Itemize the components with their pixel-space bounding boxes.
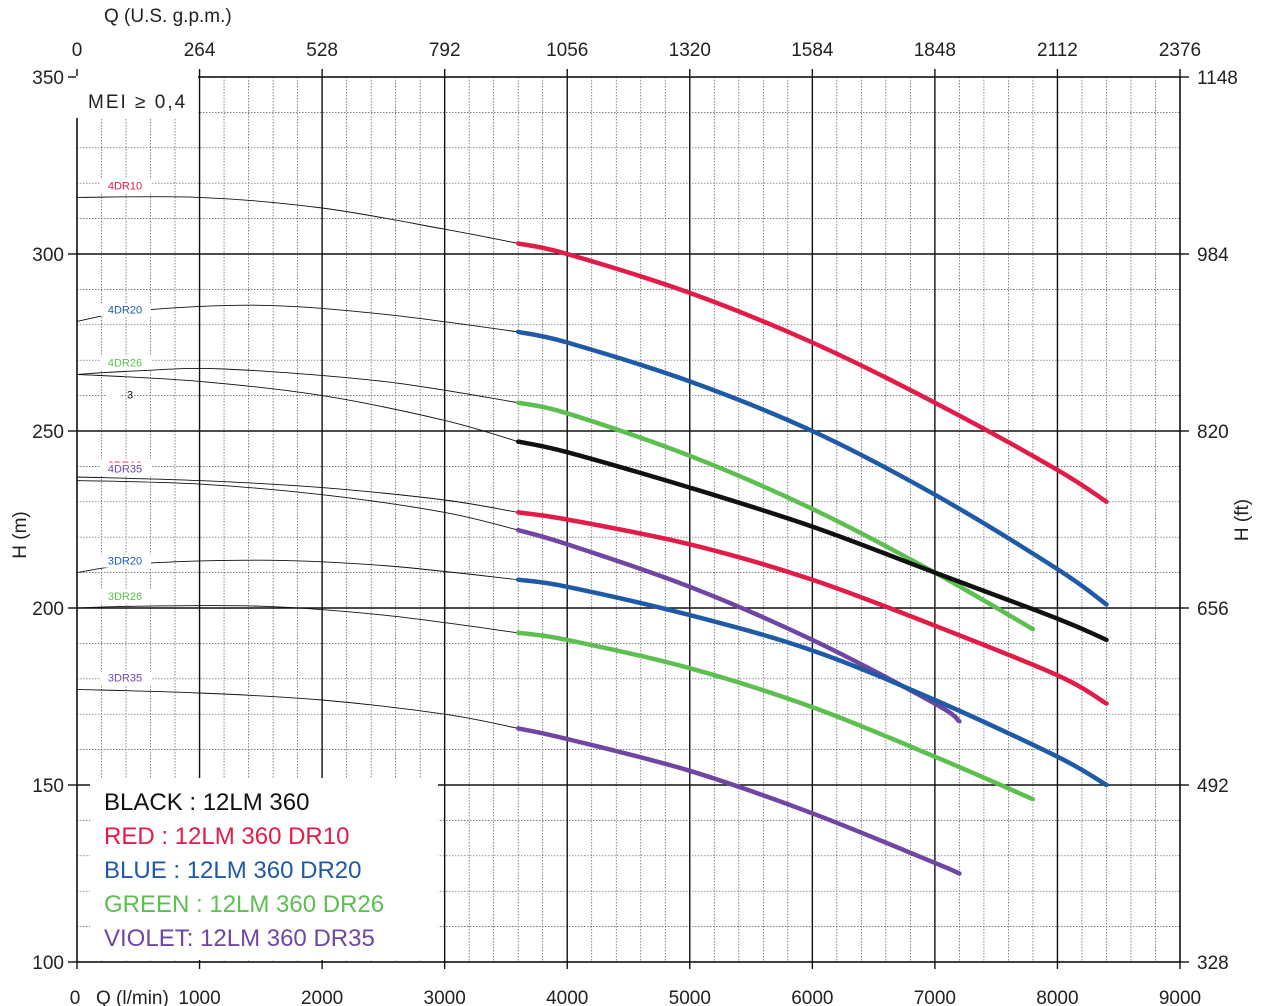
y-axis-title: H (m) [10,511,31,558]
curve-label-bg [101,303,151,317]
curve-label-bg [101,356,151,370]
curve-3-thin [76,373,519,443]
top-tick-label: 792 [429,40,461,61]
top-axis-title: Q (U.S. g.p.m.) [104,6,232,27]
legend: BLACK : 12LM 360 RED : 12LM 360 DR10 BLUE … [104,789,384,952]
x-axis-title: Q (l/min) [96,988,169,1006]
curve-4DR10 [515,241,1109,505]
x-tick-label: 6000 [791,988,833,1006]
x-tick-label: 2000 [301,988,343,1006]
legend-entry: VIOLET: 12LM 360 DR35 [104,925,375,952]
curve-4DR20 [515,329,1109,607]
y-tick-label: 300 [32,245,64,266]
axis-ticks: 0 1000 2000 3000 4000 5000 6000 7000 8000 9000 0 26… [32,40,1238,1006]
legend-box [90,778,438,960]
curve-label-bg [101,179,151,193]
top-tick-label: 0 [72,40,83,61]
plot-border [76,76,1181,963]
curve-3 [515,439,1109,643]
y2-tick-label: 984 [1197,245,1229,266]
curve-label-bg [106,388,120,402]
curve-label-4DR35: 4DR35 [108,464,142,476]
plot-frame [76,76,1181,963]
y2-axis-title: H (ft) [1232,499,1253,541]
top-tick-label: 2376 [1159,40,1201,61]
legend-entry: BLUE : 12LM 360 DR20 [104,857,361,884]
x-tick-label: 8000 [1036,988,1078,1006]
y2-tick-label: 820 [1197,422,1229,443]
legend-entry: BLACK : 12LM 360 [104,789,309,816]
curve-labels: 4DR104DR204DR2633DR104DR353DR203DR263DR3… [101,179,151,685]
y-tick-label: 250 [32,422,64,443]
curve-label-3: 3 [127,389,133,401]
top-tick-label: 1584 [791,40,834,61]
top-tick-label: 1056 [546,40,588,61]
curve-4DR26-thin [76,367,519,404]
top-tick-label: 528 [306,40,338,61]
x-tick-label: 9000 [1159,988,1201,1006]
legend-entry: RED : 12LM 360 DR10 [104,823,349,850]
curve-3DR26-thin [76,605,519,634]
top-tick-label: 264 [184,40,216,61]
y2-tick-label: 656 [1197,599,1229,620]
x-tick-label: 3000 [424,988,466,1006]
y2-tick-label: 1148 [1197,68,1238,89]
curve-label-bg [101,462,151,476]
curve-3DR20 [515,577,1109,788]
y2-tick-label: 492 [1197,776,1229,797]
curve-label-4DR26: 4DR26 [108,357,142,369]
curve-label-bg [101,554,151,568]
curve-label-bg [101,590,151,603]
y2-tick-label: 328 [1197,953,1229,974]
curve-label-bg [101,671,151,685]
y-tick-label: 350 [32,68,64,89]
y-tick-label: 150 [32,776,64,797]
legend-entry: GREEN : 12LM 360 DR26 [104,891,384,918]
x-tick-label: 7000 [914,988,956,1006]
x-tick-label: 0 [70,988,81,1006]
minor-grid [77,77,1180,962]
curve-4DR35-thin [76,480,519,531]
top-tick-label: 1848 [914,40,956,61]
curve-label-3DR35: 3DR35 [108,672,142,684]
pump-curves-operating-range [515,241,1109,876]
curve-3DR26 [515,630,1036,802]
top-tick-label: 2112 [1037,40,1078,61]
curve-3DR35 [515,726,962,876]
y-tick-label: 200 [32,599,64,620]
curve-label-4DR10: 4DR10 [108,180,142,192]
curve-label-3DR26: 3DR26 [108,591,142,603]
curve-3DR10-thin [76,476,519,513]
curve-label-4DR20: 4DR20 [108,304,142,316]
x-tick-label: 5000 [669,988,711,1006]
curve-3DR35-thin [76,688,519,729]
x-tick-label: 4000 [546,988,588,1006]
mei-note: MEI ≥ 0,4 [88,92,187,113]
curve-4DR35 [515,527,962,724]
mei-box [76,76,198,118]
curve-label-3DR20: 3DR20 [108,556,142,568]
curve-4DR10-thin [76,196,519,244]
top-tick-label: 1320 [669,40,711,61]
curve-3DR10 [515,510,1109,706]
x-tick-label: 1000 [178,988,220,1006]
y-tick-label: 100 [32,953,64,974]
